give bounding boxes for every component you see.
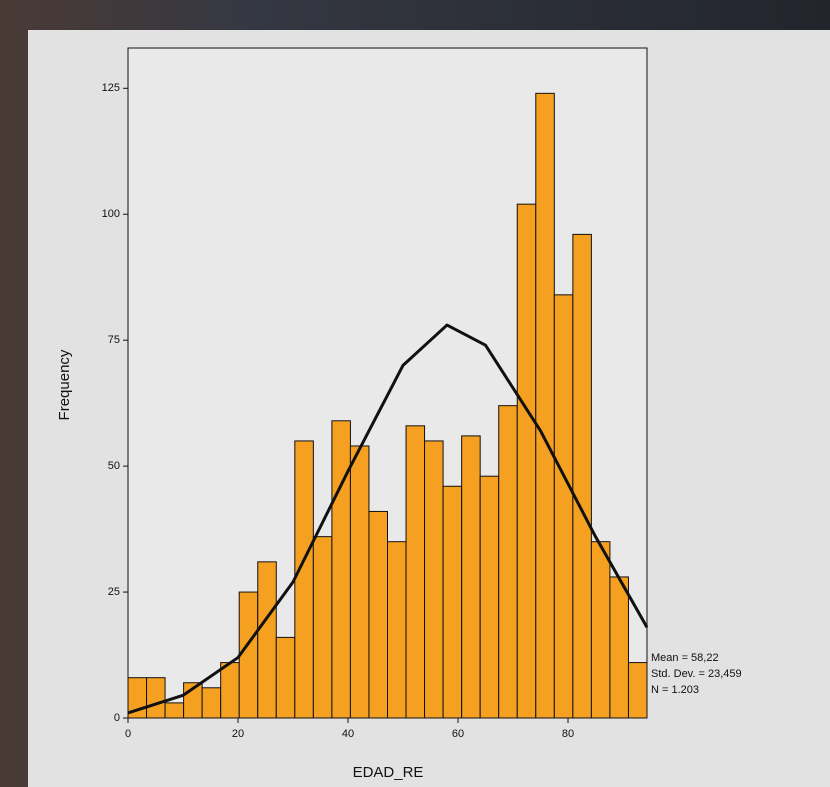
x-tick-label: 40 bbox=[342, 728, 354, 740]
y-axis-label: Frequency bbox=[56, 349, 73, 420]
y-tick-label: 25 bbox=[108, 586, 120, 598]
bar bbox=[461, 435, 481, 719]
bar bbox=[387, 541, 407, 719]
y-tick-label: 0 bbox=[114, 712, 120, 724]
bar bbox=[238, 591, 259, 719]
y-tick-label: 75 bbox=[108, 334, 120, 346]
bar bbox=[590, 541, 611, 719]
bar bbox=[349, 445, 370, 719]
bar bbox=[312, 536, 333, 719]
bar bbox=[294, 440, 314, 719]
x-tick-label: 80 bbox=[562, 728, 574, 740]
bar bbox=[627, 662, 648, 719]
bar bbox=[275, 636, 296, 719]
bar bbox=[442, 485, 463, 719]
bar bbox=[498, 405, 518, 719]
y-tick-label: 100 bbox=[102, 208, 120, 220]
x-tick-label: 20 bbox=[232, 728, 244, 740]
bar bbox=[609, 576, 629, 719]
bar bbox=[331, 420, 351, 719]
x-tick-label: 0 bbox=[125, 728, 131, 740]
bar bbox=[535, 92, 555, 719]
bar bbox=[572, 233, 592, 719]
bar bbox=[257, 561, 277, 719]
bar bbox=[516, 203, 537, 719]
bar bbox=[479, 475, 500, 719]
normal-curve bbox=[127, 323, 649, 715]
bar bbox=[405, 425, 426, 719]
x-axis-label: EDAD_RE bbox=[353, 764, 424, 781]
bar bbox=[201, 687, 222, 719]
y-tick-label: 125 bbox=[102, 82, 120, 94]
stats-label: N = 1.203 bbox=[651, 684, 699, 696]
bar bbox=[220, 662, 240, 719]
bar bbox=[553, 294, 574, 719]
bar bbox=[424, 440, 444, 719]
stats-label: Std. Dev. = 23,459 bbox=[651, 668, 742, 680]
bar bbox=[368, 510, 389, 719]
x-tick-label: 60 bbox=[452, 728, 464, 740]
stats-label: Mean = 58,22 bbox=[651, 652, 719, 664]
y-tick-label: 50 bbox=[108, 460, 120, 472]
bar bbox=[164, 702, 185, 719]
bar bbox=[146, 677, 166, 719]
